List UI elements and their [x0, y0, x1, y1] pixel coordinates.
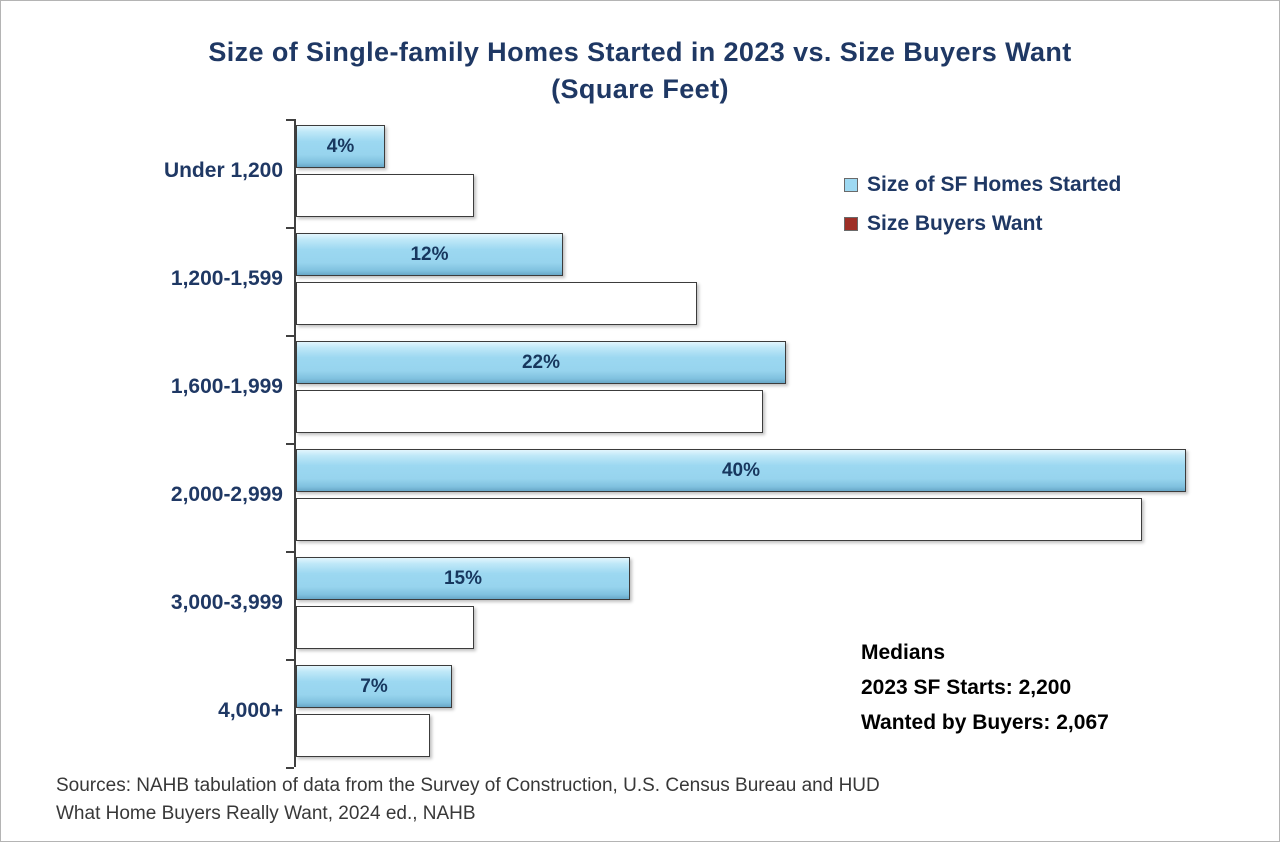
- bar-value-label: 18%: [477, 292, 516, 314]
- category-label: 2,000-2,999: [170, 483, 283, 506]
- axis-tick: [286, 227, 294, 229]
- bar-value-label: 38%: [699, 508, 739, 530]
- axis-tick: [286, 659, 294, 661]
- chart-title-line1: Size of Single-family Homes Started in 2…: [208, 37, 1072, 67]
- bar-value-label: 15%: [443, 567, 483, 589]
- legend-item-homes-started: Size of SF Homes Started: [844, 173, 1121, 197]
- legend: Size of SF Homes Started Size Buyers Wan…: [844, 173, 1121, 251]
- legend-label-homes-started: Size of SF Homes Started: [867, 173, 1122, 196]
- bar-value-label: 22%: [521, 351, 561, 373]
- source-note: Sources: NAHB tabulation of data from th…: [56, 772, 880, 828]
- legend-swatch-blue-icon: [844, 178, 858, 192]
- bar-value-label: 12%: [410, 243, 449, 265]
- axis-tick: [286, 767, 294, 769]
- y-axis-line: [294, 119, 296, 767]
- chart-title-line2: (Square Feet): [551, 74, 729, 104]
- bar-homes-started: 15%: [296, 557, 630, 600]
- source-line2: What Home Buyers Really Want, 2024 ed., …: [56, 803, 476, 824]
- bar-homes-started: 7%: [296, 665, 452, 708]
- bar-buyers-want: 18%: [296, 282, 697, 325]
- axis-tick: [286, 551, 294, 553]
- bar-value-label: 6%: [349, 724, 377, 746]
- medians-annotation: Medians 2023 SF Starts: 2,200 Wanted by …: [861, 635, 1109, 740]
- chart-title: Size of Single-family Homes Started in 2…: [1, 34, 1279, 108]
- plot-area: 4% 8% 12% 18% 22% 21% 40% 38% 15% 8% 7% 6%: [296, 119, 1201, 769]
- bar-value-label: 40%: [721, 459, 761, 481]
- legend-label-buyers-want: Size Buyers Want: [867, 212, 1043, 235]
- category-label: 3,000-3,999: [170, 591, 283, 614]
- category-labels: Under 1,200 1,200-1,599 1,600-1,999 2,000-2…: [19, 119, 283, 767]
- bar-buyers-want: 8%: [296, 174, 474, 217]
- bar-homes-started: 4%: [296, 125, 385, 168]
- axis-tick: [286, 443, 294, 445]
- bar-value-label: 4%: [326, 135, 355, 157]
- bar-value-label: 8%: [371, 616, 399, 638]
- medians-heading: Medians: [861, 641, 946, 664]
- axis-tick: [286, 119, 294, 121]
- bar-buyers-want: 38%: [296, 498, 1142, 541]
- source-line1: Sources: NAHB tabulation of data from th…: [56, 775, 880, 796]
- category-label: Under 1,200: [163, 159, 283, 182]
- bar-value-label: 21%: [510, 400, 549, 422]
- bar-buyers-want: 21%: [296, 390, 763, 433]
- category-label: 1,200-1,599: [170, 267, 283, 290]
- legend-swatch-red-icon: [844, 217, 858, 231]
- bar-homes-started: 12%: [296, 233, 563, 276]
- axis-tick: [286, 335, 294, 337]
- bar-buyers-want: 6%: [296, 714, 430, 757]
- bar-value-label: 7%: [360, 675, 388, 697]
- category-label: 1,600-1,999: [170, 375, 283, 398]
- medians-sf-starts: 2023 SF Starts: 2,200: [861, 676, 1072, 699]
- category-label: 4,000+: [218, 699, 283, 722]
- bar-homes-started: 40%: [296, 449, 1186, 492]
- bar-buyers-want: 8%: [296, 606, 474, 649]
- legend-item-buyers-want: Size Buyers Want: [844, 212, 1121, 236]
- bar-homes-started: 22%: [296, 341, 786, 384]
- medians-wanted-by-buyers: Wanted by Buyers: 2,067: [861, 711, 1109, 734]
- bar-value-label: 8%: [371, 184, 399, 206]
